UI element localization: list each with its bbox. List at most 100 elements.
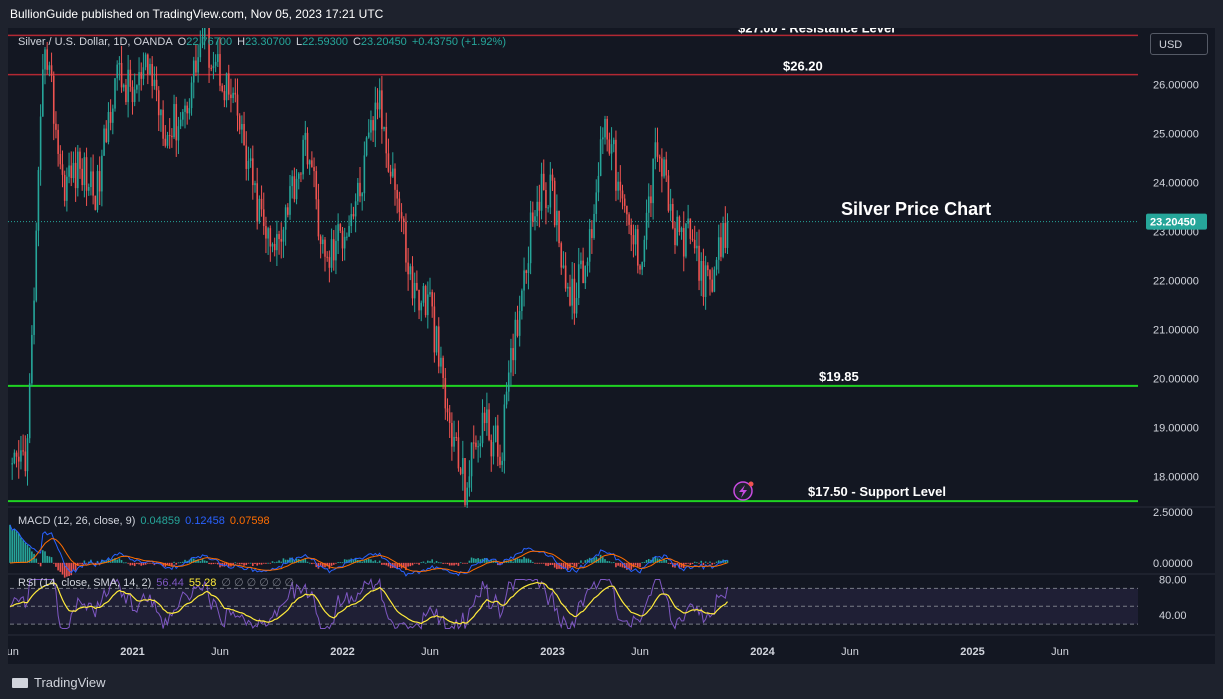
chart-frame[interactable]: 26.00000 25.00000 24.00000 23.00000 22.00000… xyxy=(8,28,1215,664)
macd-histogram-bar xyxy=(656,558,659,563)
macd-histogram-bar xyxy=(276,561,278,563)
macd-histogram-bar xyxy=(580,560,582,563)
price-tick-label: 21.00000 xyxy=(1153,325,1199,337)
candle xyxy=(363,155,366,194)
macd-histogram-bar xyxy=(31,551,33,563)
macd-histogram-bar xyxy=(610,562,613,564)
macd-histogram-bar xyxy=(696,562,698,564)
candle xyxy=(405,221,407,263)
candle xyxy=(567,286,569,289)
macd-legend: MACD (12, 26, close, 9) 0.04859 0.12458 0.0… xyxy=(18,515,275,527)
macd-histogram-bar xyxy=(542,562,545,564)
macd-histogram-bar xyxy=(142,562,145,566)
candle xyxy=(352,214,355,217)
macd-histogram-bar xyxy=(287,559,289,563)
macd-histogram-bar xyxy=(332,562,335,565)
macd-histogram-bar xyxy=(615,562,617,568)
macd-histogram-bar xyxy=(258,562,261,565)
macd-histogram-bar xyxy=(693,561,696,563)
candle xyxy=(527,263,530,273)
candle xyxy=(534,216,536,222)
macd-histogram-bar xyxy=(413,562,416,564)
macd-signal-line xyxy=(9,538,728,574)
candle xyxy=(643,239,646,262)
macd-histogram-bar xyxy=(273,562,276,564)
candle xyxy=(621,190,624,199)
candle xyxy=(341,230,344,249)
macd-histogram-bar xyxy=(107,559,110,563)
rsi-extra: ∅ ∅ ∅ ∅ ∅ ∅ xyxy=(221,577,295,589)
candle xyxy=(42,69,44,117)
currency-button[interactable]: USD xyxy=(1150,33,1208,55)
candle xyxy=(280,239,283,242)
candle xyxy=(129,69,132,87)
candle xyxy=(138,72,140,86)
macd-histogram-bar xyxy=(94,562,97,565)
macd-histogram-bar xyxy=(595,556,598,563)
macd-histogram-bar xyxy=(584,560,587,563)
candle xyxy=(411,266,414,299)
macd-histogram-bar xyxy=(475,558,477,563)
macd-histogram-bar xyxy=(249,562,252,564)
macd-histogram-bar xyxy=(74,562,77,571)
macd-histogram-bar xyxy=(617,562,619,566)
candle xyxy=(79,151,81,169)
macd-histogram-bar xyxy=(190,557,193,563)
macd-histogram-bar xyxy=(9,524,11,563)
candle xyxy=(479,443,482,447)
macd-histogram-bar xyxy=(308,562,311,564)
candle xyxy=(190,82,193,109)
rsi-label[interactable]: RSI (14, close, SMA, 14, 2) xyxy=(18,577,152,589)
candle xyxy=(256,183,258,222)
macd-histogram-bar xyxy=(507,561,510,563)
macd-histogram-bar xyxy=(427,560,429,563)
macd-histogram-bar xyxy=(442,562,444,564)
candle xyxy=(304,132,307,140)
candle xyxy=(374,102,377,131)
candle xyxy=(302,139,304,175)
candle xyxy=(153,79,156,87)
macd-histogram-bar xyxy=(389,562,392,569)
main-legend: Silver / U.S. Dollar, 1D, OANDA O22.76700… xyxy=(18,36,511,48)
macd-histogram-bar xyxy=(24,542,27,563)
macd-histogram-bar xyxy=(527,558,530,563)
macd-histogram-bar xyxy=(177,562,180,564)
macd-histogram-bar xyxy=(591,558,593,563)
candle xyxy=(619,181,622,191)
macd-histogram-bar xyxy=(602,557,604,563)
macd-histogram-bar xyxy=(131,562,134,566)
macd-histogram-bar xyxy=(212,562,215,565)
candle xyxy=(311,160,313,168)
macd-histogram-bar xyxy=(252,562,254,567)
candle xyxy=(444,377,447,409)
candle xyxy=(245,145,248,169)
macd-histogram-bar xyxy=(608,561,611,563)
candle xyxy=(243,124,245,146)
chart-canvas[interactable]: 26.0000025.0000024.0000023.0000022.00000… xyxy=(8,28,1215,664)
macd-histogram-bar xyxy=(453,562,455,566)
macd-histogram-bar xyxy=(680,562,683,568)
event-marker-bolt xyxy=(739,485,747,498)
candle xyxy=(114,78,116,109)
tradingview-logo[interactable]: TradingView xyxy=(12,675,106,690)
macd-histogram-bar xyxy=(717,560,720,563)
candle xyxy=(514,319,517,361)
candle xyxy=(177,126,180,141)
low-label: L xyxy=(295,36,303,48)
candle xyxy=(68,165,70,177)
macd-histogram-bar xyxy=(59,562,62,572)
macd-label[interactable]: MACD (12, 26, close, 9) xyxy=(18,515,136,527)
macd-histogram-bar xyxy=(98,562,101,564)
candle xyxy=(116,64,118,79)
macd-histogram-bar xyxy=(652,557,654,563)
candle xyxy=(284,207,287,230)
macd-histogram-bar xyxy=(192,558,195,563)
candle xyxy=(262,209,265,227)
candle xyxy=(680,228,683,233)
candle xyxy=(634,229,637,245)
symbol-label[interactable]: Silver / U.S. Dollar, 1D, OANDA xyxy=(18,36,173,48)
macd-histogram-bar xyxy=(328,562,331,569)
candle xyxy=(440,357,442,367)
macd-histogram-bar xyxy=(55,562,57,567)
macd-histogram-bar xyxy=(278,560,280,563)
